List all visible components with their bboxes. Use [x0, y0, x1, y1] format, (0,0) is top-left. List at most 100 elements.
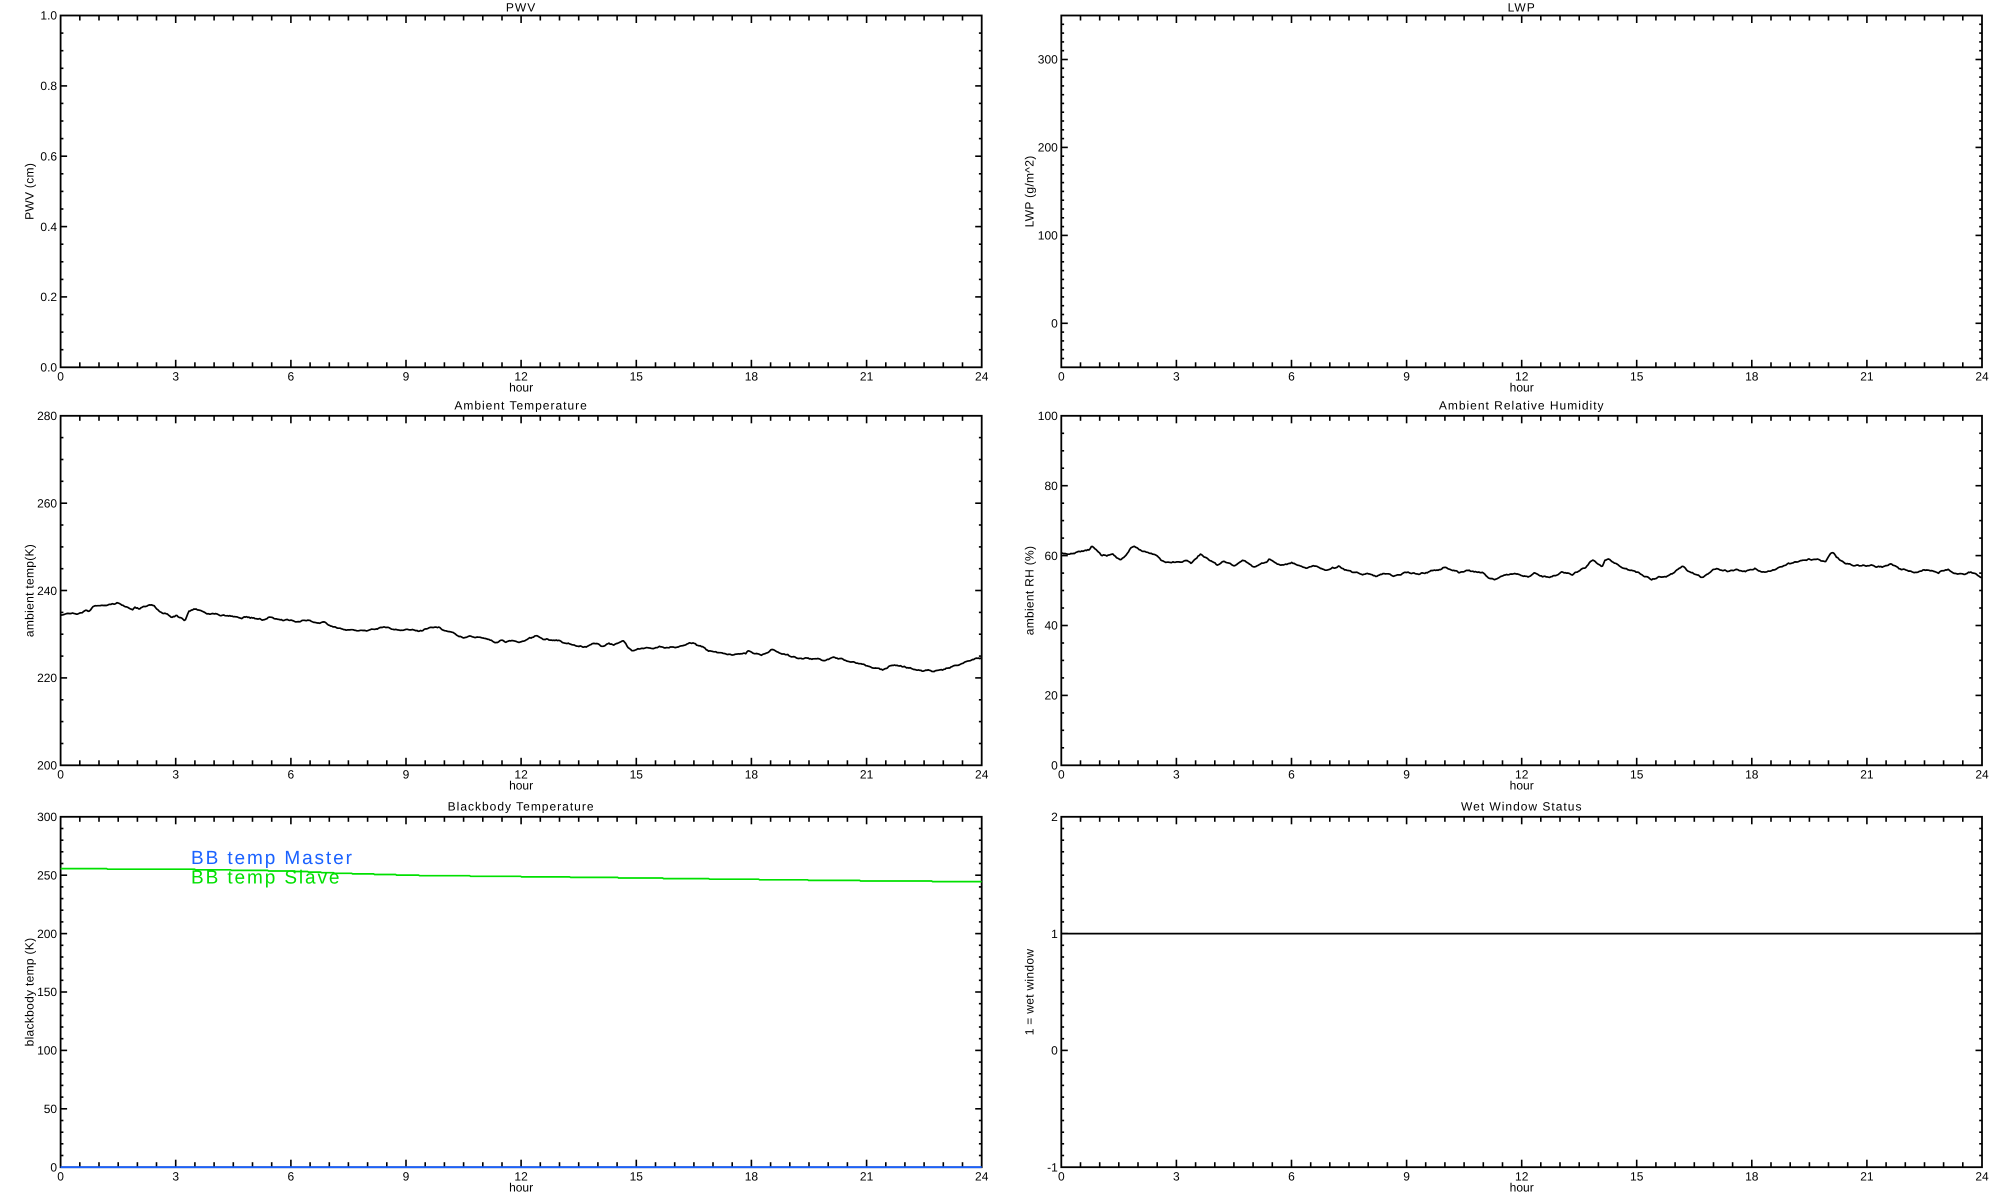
svg-text:100: 100 [37, 1044, 57, 1058]
svg-text:0.0: 0.0 [40, 361, 57, 375]
svg-text:0: 0 [57, 1170, 64, 1184]
svg-text:hour: hour [1510, 779, 1534, 793]
svg-text:6: 6 [288, 768, 295, 782]
svg-text:18: 18 [745, 1170, 759, 1184]
svg-text:21: 21 [1860, 768, 1874, 782]
svg-text:0: 0 [1051, 1044, 1058, 1058]
svg-text:3: 3 [172, 768, 179, 782]
svg-text:15: 15 [630, 1170, 644, 1184]
svg-text:0: 0 [1058, 768, 1065, 782]
svg-text:24: 24 [975, 768, 989, 782]
svg-text:15: 15 [1630, 1170, 1644, 1184]
svg-text:80: 80 [1044, 479, 1058, 493]
svg-text:250: 250 [37, 868, 57, 882]
svg-text:18: 18 [1745, 370, 1759, 384]
svg-text:0: 0 [1051, 317, 1058, 331]
svg-text:LWP (g/m^2): LWP (g/m^2) [1023, 155, 1037, 227]
svg-text:12: 12 [1515, 1170, 1529, 1184]
svg-text:PWV: PWV [506, 1, 536, 15]
svg-text:Wet Window Status: Wet Window Status [1461, 800, 1582, 814]
svg-text:300: 300 [1038, 53, 1058, 67]
svg-text:100: 100 [1038, 409, 1058, 423]
svg-text:0: 0 [1058, 370, 1065, 384]
svg-text:6: 6 [288, 370, 295, 384]
svg-text:21: 21 [860, 1170, 874, 1184]
svg-text:PWV (cm): PWV (cm) [23, 163, 37, 220]
svg-text:280: 280 [37, 409, 57, 423]
svg-text:260: 260 [37, 496, 57, 510]
svg-text:21: 21 [860, 768, 874, 782]
svg-text:12: 12 [1515, 370, 1529, 384]
svg-text:18: 18 [745, 768, 759, 782]
svg-text:0: 0 [50, 1160, 57, 1174]
svg-text:1 = wet window: 1 = wet window [1023, 949, 1037, 1036]
svg-text:hour: hour [509, 1180, 533, 1194]
svg-text:Blackbody Temperature: Blackbody Temperature [448, 800, 595, 814]
svg-text:0.6: 0.6 [40, 149, 57, 163]
svg-text:60: 60 [1044, 549, 1058, 563]
svg-text:ambient temp(K): ambient temp(K) [23, 544, 37, 637]
svg-text:1.0: 1.0 [40, 9, 57, 23]
svg-text:hour: hour [1510, 1180, 1534, 1194]
svg-text:24: 24 [975, 1170, 989, 1184]
svg-text:hour: hour [1510, 381, 1534, 395]
svg-text:9: 9 [1403, 1170, 1410, 1184]
svg-text:21: 21 [1860, 370, 1874, 384]
svg-text:15: 15 [630, 370, 644, 384]
svg-text:BB temp Master: BB temp Master [191, 848, 354, 869]
svg-text:3: 3 [172, 370, 179, 384]
svg-text:6: 6 [1288, 768, 1295, 782]
svg-text:Ambient Temperature: Ambient Temperature [454, 399, 588, 413]
svg-text:50: 50 [44, 1102, 58, 1116]
svg-text:0: 0 [57, 768, 64, 782]
svg-text:9: 9 [403, 370, 410, 384]
svg-text:21: 21 [860, 370, 874, 384]
svg-text:12: 12 [1515, 768, 1529, 782]
svg-text:100: 100 [1038, 229, 1058, 243]
svg-text:24: 24 [1975, 370, 1989, 384]
svg-text:18: 18 [1745, 768, 1759, 782]
svg-text:12: 12 [514, 768, 528, 782]
svg-text:9: 9 [403, 768, 410, 782]
svg-text:2: 2 [1051, 810, 1058, 824]
svg-text:Ambient Relative Humidity: Ambient Relative Humidity [1439, 399, 1605, 413]
svg-text:0.4: 0.4 [40, 220, 57, 234]
svg-text:40: 40 [1044, 619, 1058, 633]
svg-text:LWP: LWP [1508, 1, 1536, 15]
svg-text:220: 220 [37, 671, 57, 685]
svg-text:24: 24 [1975, 768, 1989, 782]
svg-text:9: 9 [403, 1170, 410, 1184]
svg-text:20: 20 [1044, 689, 1058, 703]
svg-text:0: 0 [57, 370, 64, 384]
svg-text:hour: hour [509, 779, 533, 793]
svg-text:ambient RH (%): ambient RH (%) [1023, 546, 1037, 636]
svg-text:150: 150 [37, 985, 57, 999]
svg-text:3: 3 [172, 1170, 179, 1184]
svg-text:12: 12 [514, 370, 528, 384]
svg-text:3: 3 [1173, 1170, 1180, 1184]
svg-text:24: 24 [975, 370, 989, 384]
svg-text:12: 12 [514, 1170, 528, 1184]
svg-text:200: 200 [1038, 141, 1058, 155]
svg-text:200: 200 [37, 759, 57, 773]
svg-text:240: 240 [37, 584, 57, 598]
svg-text:15: 15 [1630, 370, 1644, 384]
svg-text:0: 0 [1051, 759, 1058, 773]
svg-text:300: 300 [37, 810, 57, 824]
svg-text:6: 6 [288, 1170, 295, 1184]
svg-text:0.2: 0.2 [40, 290, 57, 304]
svg-text:6: 6 [1288, 1170, 1295, 1184]
svg-text:21: 21 [1860, 1170, 1874, 1184]
svg-text:15: 15 [630, 768, 644, 782]
svg-text:24: 24 [1975, 1170, 1989, 1184]
svg-text:3: 3 [1173, 370, 1180, 384]
svg-text:9: 9 [1403, 370, 1410, 384]
svg-text:hour: hour [509, 381, 533, 395]
svg-text:9: 9 [1403, 768, 1410, 782]
svg-text:1: 1 [1051, 927, 1058, 941]
svg-text:3: 3 [1173, 768, 1180, 782]
svg-text:-1: -1 [1047, 1160, 1058, 1174]
svg-text:blackbody temp (K): blackbody temp (K) [23, 938, 37, 1047]
svg-text:18: 18 [1745, 1170, 1759, 1184]
svg-text:18: 18 [745, 370, 759, 384]
